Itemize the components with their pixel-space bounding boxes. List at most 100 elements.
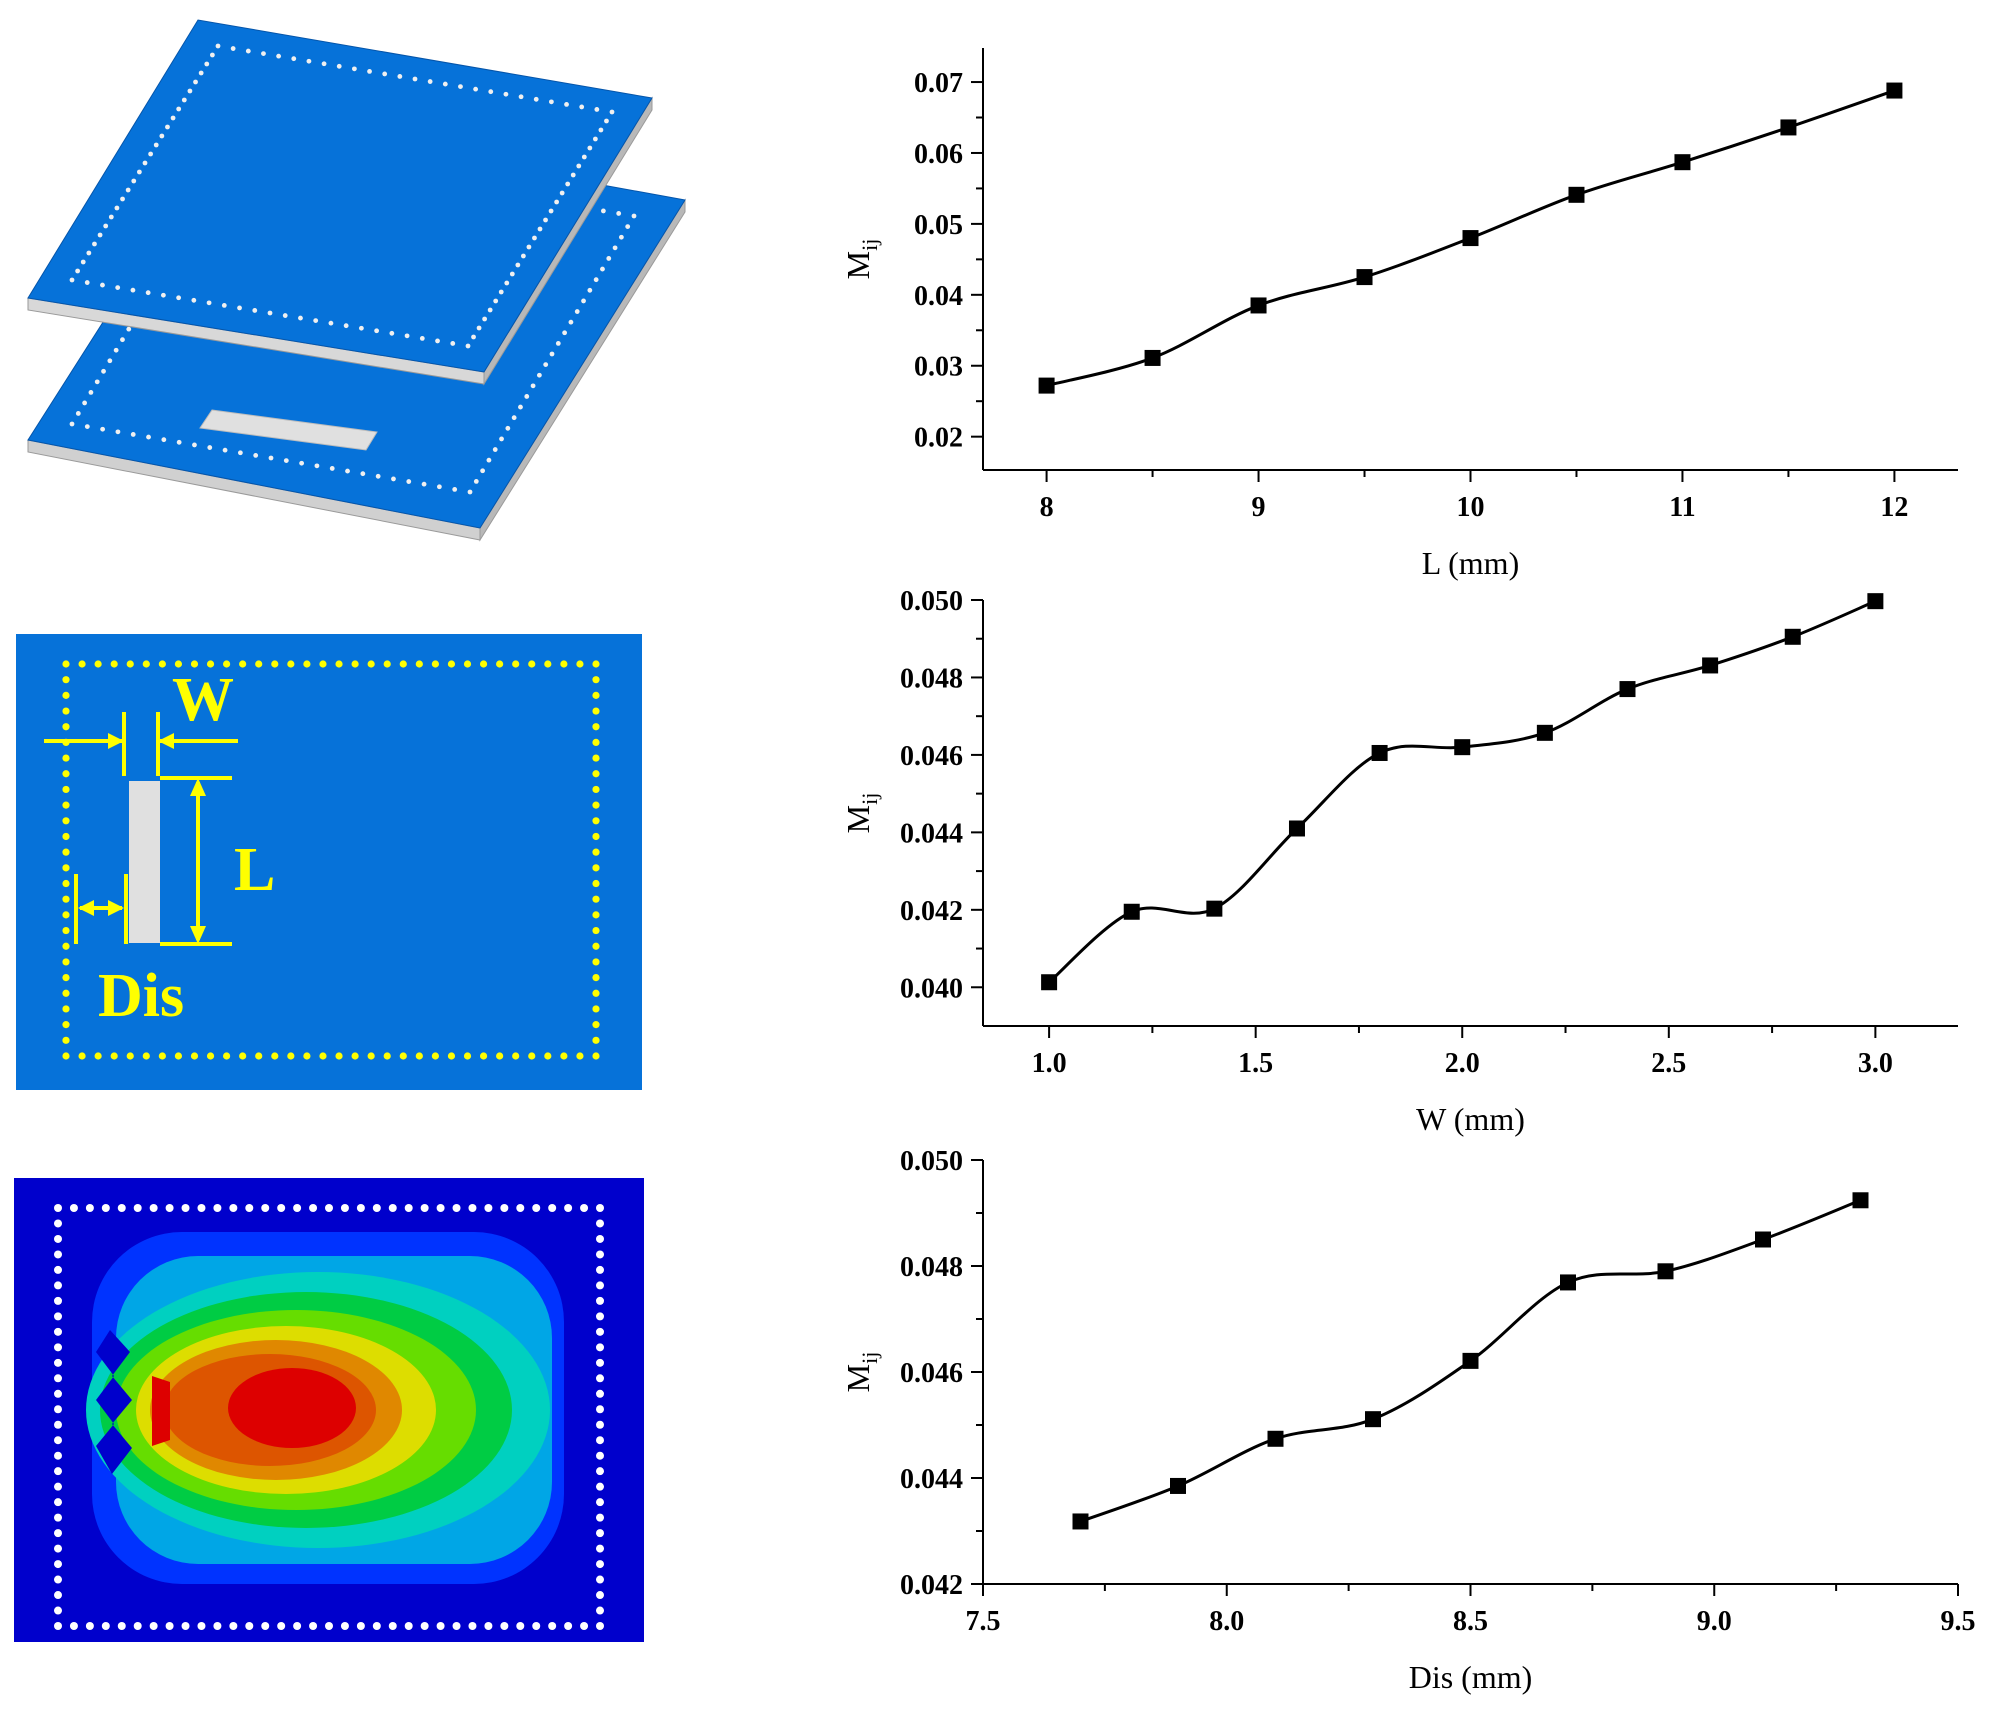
- via-icon: [165, 1204, 174, 1212]
- via-icon: [193, 79, 198, 85]
- via-icon: [319, 1052, 327, 1060]
- via-icon: [176, 295, 182, 301]
- via-icon: [565, 181, 571, 187]
- via-icon: [580, 1622, 589, 1630]
- y-axis-label: Mij: [840, 239, 882, 280]
- via-icon: [476, 325, 482, 331]
- via-icon: [580, 1204, 589, 1212]
- via-icon: [277, 1204, 286, 1212]
- data-point-marker: [1568, 186, 1585, 203]
- via-icon: [136, 169, 142, 175]
- data-point-marker: [1144, 349, 1161, 366]
- via-icon: [592, 1005, 600, 1013]
- via-icon: [153, 142, 159, 148]
- via-icon: [482, 316, 488, 322]
- via-icon: [198, 70, 204, 76]
- data-point-marker: [1619, 681, 1636, 698]
- via-icon: [520, 253, 526, 259]
- via-icon: [592, 770, 600, 778]
- via-icon: [325, 1622, 333, 1630]
- via-icon: [383, 660, 391, 668]
- via-icon: [54, 1204, 62, 1212]
- data-point-marker: [1454, 739, 1471, 756]
- data-point-marker: [1702, 657, 1719, 674]
- data-point-marker: [1462, 1352, 1479, 1369]
- via-icon: [75, 411, 81, 416]
- via-icon: [419, 335, 425, 341]
- via-icon: [397, 74, 403, 79]
- via-icon: [548, 1622, 557, 1630]
- contour-band: [96, 1330, 132, 1474]
- via-icon: [581, 154, 587, 160]
- via-icon: [598, 127, 604, 133]
- via-icon: [564, 1622, 573, 1630]
- via-icon: [54, 1389, 62, 1398]
- via-icon: [596, 1405, 604, 1414]
- via-icon: [592, 723, 600, 731]
- via-icon: [117, 1204, 126, 1212]
- via-icon: [165, 124, 170, 130]
- via-icon: [54, 1296, 62, 1305]
- via-icon: [54, 1575, 62, 1584]
- via-icon: [492, 447, 498, 452]
- via-icon: [511, 415, 517, 421]
- via-icon: [62, 848, 70, 856]
- via-icon: [592, 817, 600, 825]
- via-icon: [261, 1204, 270, 1212]
- x-tick-label: 7.5: [966, 1606, 1001, 1637]
- x-tick-label: 12: [1880, 492, 1908, 523]
- via-icon: [592, 136, 598, 142]
- via-icon: [329, 466, 335, 471]
- via-icon: [115, 429, 121, 435]
- y-tick-label: 0.046: [900, 1358, 963, 1389]
- charts-column: 8 9 10 11 12 0.02 0.03 0.04 0.05 0.06 0.07 L (mm) Mi…: [840, 48, 1976, 1695]
- via-icon: [351, 66, 357, 72]
- via-icon: [321, 61, 327, 67]
- via-icon: [548, 208, 554, 214]
- via-icon: [592, 864, 600, 872]
- via-icon: [415, 1052, 423, 1060]
- via-icon: [145, 290, 151, 296]
- via-icon: [62, 1036, 70, 1044]
- via-icon: [117, 1622, 126, 1630]
- via-icon: [415, 660, 423, 668]
- via-icon: [498, 289, 504, 295]
- via-icon: [319, 660, 327, 668]
- via-icon: [592, 754, 600, 762]
- via-icon: [174, 660, 183, 668]
- via-icon: [94, 1052, 102, 1060]
- data-point-marker: [1657, 1263, 1674, 1280]
- via-icon: [54, 1265, 62, 1274]
- via-icon: [367, 660, 375, 668]
- via-icon: [468, 1204, 477, 1212]
- chart-1: 8 9 10 11 12 0.02 0.03 0.04 0.05 0.06 0.07 L (mm) Mi…: [840, 48, 1958, 581]
- via-icon: [509, 271, 515, 277]
- via-icon: [54, 1358, 62, 1367]
- via-icon: [496, 660, 504, 668]
- chart-3: 7.5 8.0 8.5 9.0 9.5 0.042 0.044 0.046 0.048 0.050…: [840, 1146, 1976, 1695]
- via-icon: [351, 1052, 359, 1060]
- via-icon: [237, 305, 242, 311]
- via-icon: [581, 298, 586, 304]
- via-icon: [452, 1204, 461, 1212]
- via-icon: [94, 379, 100, 385]
- via-icon: [493, 298, 499, 304]
- data-point-marker: [1041, 974, 1058, 991]
- via-icon: [358, 325, 364, 331]
- via-icon: [564, 101, 569, 107]
- via-icon: [356, 1204, 365, 1212]
- via-icon: [88, 389, 94, 395]
- via-icon: [487, 307, 493, 313]
- via-icon: [592, 832, 600, 841]
- via-icon: [596, 1389, 604, 1398]
- dimension-arrowheads: [78, 733, 206, 944]
- via-icon: [159, 133, 165, 139]
- field-distribution-map: [14, 1178, 644, 1642]
- via-icon: [84, 280, 90, 285]
- via-icon: [54, 1451, 62, 1460]
- data-point-marker: [1674, 154, 1691, 171]
- via-icon: [421, 481, 427, 487]
- slot-dimension-diagram: W L Dis: [16, 634, 642, 1090]
- data-point-marker: [1123, 903, 1140, 920]
